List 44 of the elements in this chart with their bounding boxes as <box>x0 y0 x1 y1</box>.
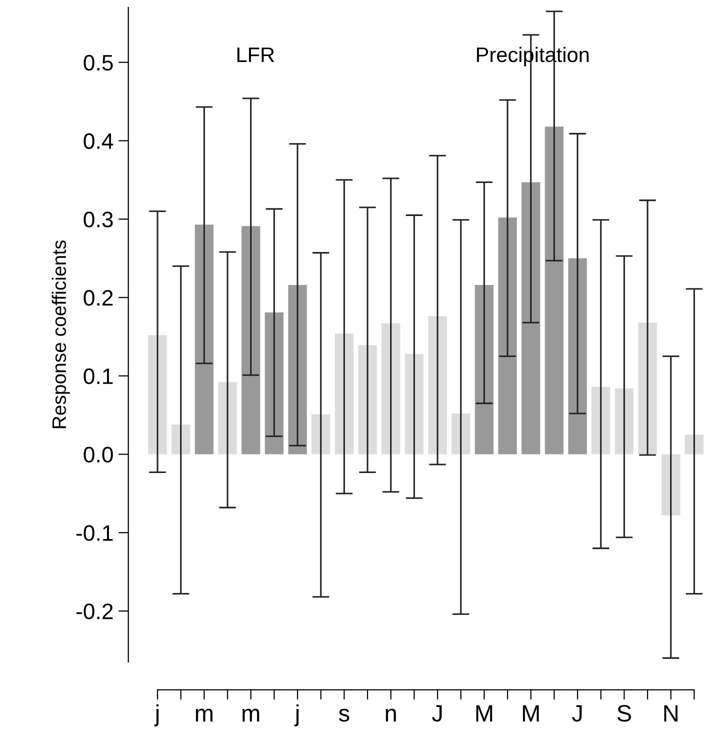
annotation: LFR <box>237 48 274 62</box>
bar <box>242 226 260 454</box>
y-tick-label: 0.3 <box>84 212 113 228</box>
bar <box>172 424 190 454</box>
bar <box>522 182 540 454</box>
bar <box>334 334 354 454</box>
x-tick-label: J <box>572 705 582 722</box>
y-tick-label: -0.1 <box>76 525 113 541</box>
bar <box>382 323 400 454</box>
x-tick-label: j <box>294 704 299 726</box>
bar <box>662 454 680 516</box>
y-tick-label: 0.0 <box>84 446 113 463</box>
bar <box>288 284 307 454</box>
bar <box>684 434 704 454</box>
x-tick-label: M <box>476 705 492 722</box>
x-tick-label: j <box>154 704 159 726</box>
x-tick-label: S <box>617 704 631 722</box>
x-tick-label: J <box>432 705 442 722</box>
x-tick-label: n <box>386 708 396 722</box>
y-tick-label: 0.5 <box>84 54 113 71</box>
bar <box>638 322 657 454</box>
y-axis-title: Response coefficients <box>52 240 70 428</box>
y-tick-label: 0.2 <box>84 290 113 306</box>
x-tick-label: s <box>338 708 350 722</box>
bar <box>498 218 517 454</box>
bar <box>428 316 447 454</box>
bar <box>404 354 424 454</box>
bar <box>358 345 377 454</box>
bar <box>568 258 587 454</box>
y-tick-label: 0.4 <box>84 133 114 149</box>
x-tick-label: m <box>242 708 260 722</box>
x-tick-label: M <box>522 705 539 722</box>
bar <box>544 126 564 454</box>
y-tick-label: -0.2 <box>76 604 113 620</box>
bar <box>194 224 214 454</box>
bar <box>592 386 610 454</box>
x-tick-label: N <box>664 705 678 722</box>
bar <box>474 284 494 454</box>
bar <box>264 312 284 454</box>
bar <box>452 414 470 454</box>
y-tick-label: 0.1 <box>84 368 113 384</box>
bar <box>312 414 330 454</box>
bar <box>614 388 634 454</box>
x-tick-label: m <box>196 708 212 722</box>
